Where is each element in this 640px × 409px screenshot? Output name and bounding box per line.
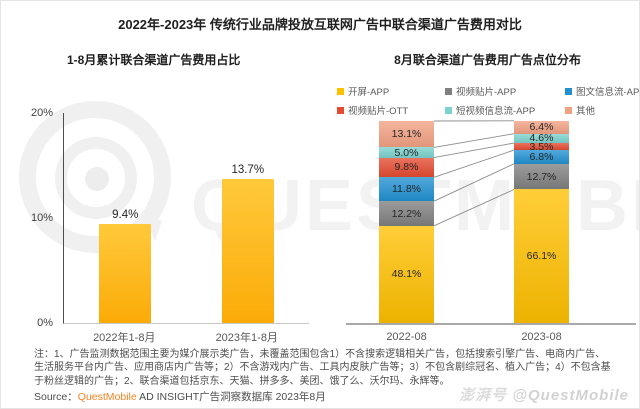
page-title: 2022年-2023年 传统行业品牌投放互联网广告中联合渠道广告费用对比 bbox=[118, 17, 522, 32]
legend-swatch bbox=[565, 87, 572, 95]
platform-watermark: 澎湃号 @QuestMobile bbox=[459, 384, 629, 405]
segment-value-label: 4.6% bbox=[529, 132, 554, 145]
x-axis-label: 2022年1-8月 bbox=[93, 332, 156, 344]
segment bbox=[379, 121, 434, 148]
segment-value-label: 12.7% bbox=[526, 170, 557, 183]
segment-connector-lines bbox=[433, 120, 515, 227]
legend-item: 开屏-APP bbox=[337, 84, 445, 98]
bar-column: 13.7% bbox=[221, 164, 274, 323]
segment-value-label: 13.1% bbox=[391, 128, 422, 141]
legend-swatch bbox=[445, 87, 452, 95]
legend-label: 其他 bbox=[576, 106, 596, 117]
segment bbox=[379, 157, 434, 178]
legend-label: 短视频信息流-APP bbox=[456, 106, 536, 117]
segment-value-label: 66.1% bbox=[526, 250, 557, 263]
left-chart-plot: 9.4% 13.7% bbox=[63, 113, 309, 324]
segment bbox=[514, 163, 569, 190]
legend-item: 短视频信息流-APP bbox=[445, 103, 565, 117]
segment-value-label: 12.2% bbox=[391, 207, 422, 220]
segment bbox=[514, 189, 569, 323]
source-suffix: AD INSIGHT广告洞察数据库 2023年8月 bbox=[136, 391, 326, 403]
legend-item: 视频贴片-OTT bbox=[337, 103, 445, 117]
segment bbox=[514, 133, 569, 144]
legend-swatch bbox=[337, 106, 344, 114]
legend-item: 图文信息流-APP bbox=[565, 84, 640, 98]
bar-column: 9.4% bbox=[99, 209, 152, 323]
legend-item: 其他 bbox=[565, 103, 639, 117]
legend-label: 图文信息流-APP bbox=[576, 87, 640, 98]
segment-value-label: 11.8% bbox=[392, 183, 421, 196]
legend-swatch bbox=[445, 106, 452, 114]
right-chart-x-axis: 2022-08 2023-08 bbox=[346, 331, 636, 345]
bar-value-label: 13.7% bbox=[231, 164, 265, 177]
x-axis-label: 2023-08 bbox=[521, 331, 562, 343]
questmobile-logo-dot-icon bbox=[85, 167, 109, 191]
segment bbox=[379, 177, 434, 202]
left-chart-x-axis: 2022年1-8月 2023年1-8月 bbox=[63, 329, 308, 345]
platform-name: 澎湃号 bbox=[459, 387, 508, 404]
segment-value-label: 48.1% bbox=[391, 268, 422, 281]
x-axis-label: 2023年1-8月 bbox=[215, 332, 278, 344]
legend-label: 视频贴片-APP bbox=[456, 87, 517, 98]
right-chart-plot: 48.1% 12.2% 11.8% 9.8% 5.0% 13.1% 66.1% 12.7% 6.… bbox=[346, 120, 636, 325]
legend-swatch bbox=[337, 87, 344, 95]
legend: 开屏-APP 视频贴片-APP 图文信息流-APP 视频贴片-OTT 短视频信息流-AP… bbox=[337, 84, 640, 117]
source-prefix: Source： bbox=[34, 391, 78, 403]
y-axis-tick: 0% bbox=[37, 317, 53, 329]
segment-value-label: 9.8% bbox=[394, 161, 419, 174]
segment-value-label: 5.0% bbox=[394, 146, 419, 159]
platform-account: @QuestMobile bbox=[512, 387, 629, 404]
bar-value-label: 9.4% bbox=[112, 209, 139, 222]
y-axis-tick: 20% bbox=[30, 107, 53, 119]
left-chart-y-axis: 0% 10% 20% bbox=[15, 107, 57, 329]
bar bbox=[221, 179, 274, 323]
segment-value-label: 6.8% bbox=[529, 150, 554, 163]
right-chart-title: 8月联合渠道广告费用广告点位分布 bbox=[394, 53, 581, 67]
left-chart-title: 1-8月累计联合渠道广告费用占比 bbox=[67, 53, 241, 67]
legend-label: 视频贴片-OTT bbox=[348, 106, 409, 117]
legend-label: 开屏-APP bbox=[348, 87, 390, 98]
legend-swatch bbox=[565, 106, 572, 114]
source-brand: QuestMobile bbox=[77, 391, 137, 403]
segment-value-label: 3.5% bbox=[529, 140, 554, 153]
bar bbox=[99, 224, 152, 323]
source-line: Source：QuestMobile AD INSIGHT广告洞察数据库 202… bbox=[34, 389, 326, 404]
y-axis-tick: 10% bbox=[30, 212, 53, 224]
segment bbox=[379, 201, 434, 226]
segment bbox=[514, 150, 569, 164]
x-axis-label: 2022-08 bbox=[386, 331, 427, 343]
segment bbox=[514, 143, 569, 151]
segment-value-label: 6.4% bbox=[529, 121, 554, 134]
legend-item: 视频贴片-APP bbox=[445, 84, 565, 98]
segment bbox=[379, 147, 434, 158]
footnote: 注：1、广告监测数据范围主要为媒介展示类广告，未覆盖范围包含1）不含搜索逻辑相关… bbox=[34, 349, 611, 387]
segment bbox=[514, 120, 569, 134]
segment bbox=[379, 225, 434, 323]
